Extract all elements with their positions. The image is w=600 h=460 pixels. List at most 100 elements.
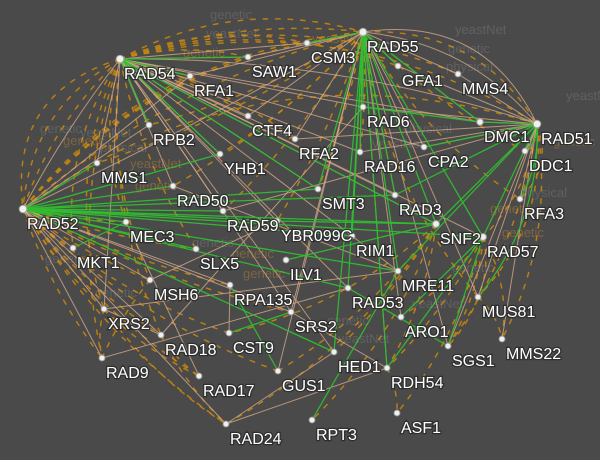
node-label-rfa1: RFA1 [194,83,234,100]
graph-edge [96,58,121,164]
node-label-cst9: CST9 [233,340,274,357]
watermark-text: genetic [452,260,494,275]
graph-node-ilv1[interactable] [282,256,290,264]
node-label-ddc1: DDC1 [529,158,573,175]
graph-node-mec3[interactable] [122,218,130,226]
node-label-rpa135: RPA135 [234,292,293,309]
graph-node-slx5[interactable] [192,245,200,253]
graph-edge [447,236,484,347]
graph-edge [22,208,349,289]
graph-node-mms1[interactable] [93,159,101,167]
node-label-gus1: GUS1 [282,378,326,395]
graph-node-srs2[interactable] [287,308,295,316]
graph-node-rpa135[interactable] [226,281,234,289]
watermark-text: genetic [45,251,87,266]
graph-node-rfa2[interactable] [291,135,299,143]
graph-node-rad57[interactable] [479,233,487,241]
watermark-text: genetic [135,178,177,193]
graph-node-rdh54[interactable] [383,364,391,372]
graph-node-dmc1[interactable] [476,118,484,126]
graph-node-gfa1[interactable] [394,62,402,70]
graph-node-cpa2[interactable] [420,143,428,151]
graph-edge [22,124,150,210]
graph-edge [277,223,437,372]
graph-node-xrs2[interactable] [100,305,108,313]
graph-edge [479,121,538,125]
watermark-text: yeastNet [80,125,132,140]
graph-edge [119,58,349,289]
graph-node-rad16[interactable] [356,148,364,156]
graph-node-yhb1[interactable] [216,150,224,158]
graph-node-gus1[interactable] [274,367,282,375]
graph-node-rim1[interactable] [348,232,356,240]
graph-node-snf2[interactable] [432,220,440,228]
graph-edge [22,208,231,286]
node-label-rad3: RAD3 [399,202,442,219]
graph-edge [22,75,191,210]
graph-node-rpt3[interactable] [308,416,316,424]
node-label-ctf4: CTF4 [252,123,292,140]
graph-node-smt3[interactable] [314,185,322,193]
graph-node-csm3[interactable] [303,39,311,47]
graph-node-rpb2[interactable] [145,121,153,129]
node-label-rad6: RAD6 [367,114,410,131]
graph-node-rad53[interactable] [344,284,352,292]
graph-node-rad52[interactable] [18,204,28,214]
graph-node-rad24[interactable] [222,420,230,428]
graph-node-ddc1[interactable] [521,147,529,155]
graph-edge [172,185,399,272]
graph-node-mre11[interactable] [394,267,402,275]
graph-node-rad3[interactable] [391,191,399,199]
graph-node-asf1[interactable] [393,409,401,417]
graph-node-mms22[interactable] [498,335,506,343]
graph-node-rfa3[interactable] [516,195,524,203]
node-label-rad16: RAD16 [364,159,416,176]
graph-node-rad50[interactable] [169,182,177,190]
graph-node-rad59[interactable] [219,207,227,215]
graph-node-rad51[interactable] [532,119,542,129]
graph-node-rad18[interactable] [157,331,165,339]
graph-edge [22,208,399,272]
graph-node-aro1[interactable] [397,313,405,321]
graph-node-saw1[interactable] [244,53,252,61]
graph-node-msh6[interactable] [146,276,154,284]
graph-node-sgs1[interactable] [444,342,452,350]
graph-edge [189,31,364,77]
graph-edge [362,30,538,125]
graph-node-ctf4[interactable] [244,112,252,120]
graph-edge [119,58,364,108]
graph-node-ybr099c[interactable] [273,217,281,225]
node-label-xrs2: XRS2 [108,316,150,333]
graph-node-rfa1[interactable] [186,72,194,80]
graph-node-hed1[interactable] [330,348,338,356]
graph-node-rad6[interactable] [359,103,367,111]
graph-node-cst9[interactable] [225,329,233,337]
graph-edge [482,236,505,340]
node-label-gfa1: GFA1 [402,73,443,90]
watermark-text: physical [520,185,567,200]
graph-node-mkt1[interactable] [69,244,77,252]
node-label-mms4: MMS4 [462,81,508,98]
graph-edge [435,123,538,225]
watermark-text: yeastNet [312,31,364,46]
node-label-rad24: RAD24 [230,431,282,448]
graph-edge [22,208,74,249]
watermark-text: genetic [63,133,105,148]
graph-edge [88,58,121,359]
graph-node-mus81[interactable] [474,293,482,301]
watermark-text: genetic [40,121,82,136]
graph-node-mms4[interactable] [454,70,462,78]
node-label-rad57: RAD57 [487,244,539,261]
node-label-rfa2: RFA2 [299,146,339,163]
graph-node-rad54[interactable] [115,54,125,64]
graph-node-rad55[interactable] [358,27,368,37]
graph-node-rad17[interactable] [195,372,203,380]
graph-edge [149,220,278,281]
watermark-text: yeastNet [566,88,600,103]
graph-edge [119,34,308,60]
graph-node-rad9[interactable] [98,354,106,362]
watermark-text: yeastNet [412,296,464,311]
graph-edge [103,308,162,336]
